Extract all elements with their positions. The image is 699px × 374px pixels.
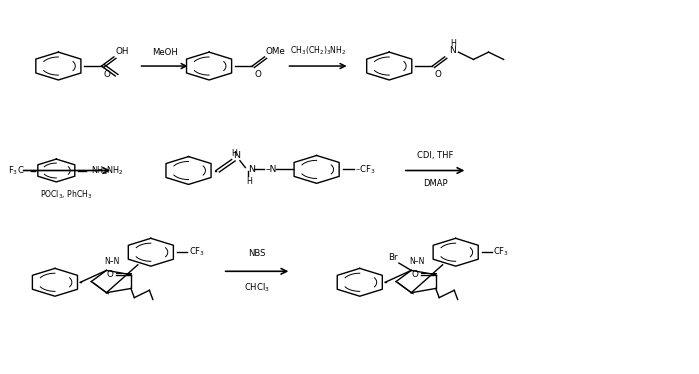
Text: N: N [248,165,255,174]
Text: H: H [231,149,238,158]
Text: N: N [449,46,456,55]
Text: N: N [233,150,240,159]
Text: DMAP: DMAP [423,178,447,188]
Text: O: O [412,270,419,279]
Text: O: O [254,70,261,79]
Text: O: O [107,270,114,279]
Text: –CF$_3$: –CF$_3$ [355,163,375,176]
Text: CDI, THF: CDI, THF [417,150,454,159]
Text: –N: –N [265,165,277,174]
Text: –NH$_2$NH$_2$: –NH$_2$NH$_2$ [87,164,124,177]
Text: CF$_3$: CF$_3$ [493,246,510,258]
Text: CF$_3$: CF$_3$ [189,246,205,258]
Text: O: O [435,70,441,79]
Text: F$_3$C: F$_3$C [8,164,24,177]
Text: CH$_3$(CH$_2$)$_3$NH$_2$: CH$_3$(CH$_2$)$_3$NH$_2$ [290,45,346,57]
Text: MeOH: MeOH [152,48,178,57]
Text: O: O [103,70,110,79]
Text: H: H [450,39,456,49]
Text: OH: OH [115,47,129,56]
Text: NBS: NBS [248,249,266,258]
Text: Br: Br [388,253,398,262]
Text: OMe: OMe [266,47,286,56]
Text: H: H [247,177,252,186]
Text: POCl$_3$, PhCH$_3$: POCl$_3$, PhCH$_3$ [41,188,93,200]
Text: N–N: N–N [104,257,120,266]
Text: CHCl$_3$: CHCl$_3$ [244,282,270,294]
Text: N–N: N–N [409,257,424,266]
